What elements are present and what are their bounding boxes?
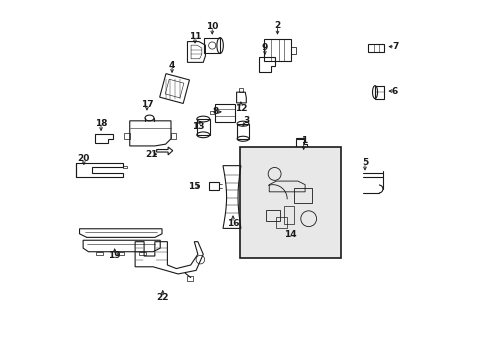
Bar (240, 147, 341, 258)
Text: 16: 16 (226, 219, 239, 228)
Text: 15: 15 (188, 181, 200, 190)
Text: 8: 8 (212, 107, 219, 116)
Text: 22: 22 (156, 293, 169, 302)
Text: 4: 4 (168, 61, 175, 70)
Text: 9: 9 (261, 43, 267, 52)
Text: 12: 12 (234, 104, 246, 113)
Text: 17: 17 (141, 100, 153, 109)
Text: 5: 5 (361, 158, 367, 167)
Text: 10: 10 (205, 22, 218, 31)
Text: 18: 18 (95, 119, 107, 128)
Text: 19: 19 (108, 251, 121, 260)
Text: 20: 20 (78, 154, 90, 163)
Text: 7: 7 (391, 42, 398, 51)
Text: 2: 2 (274, 21, 280, 30)
Text: 1: 1 (300, 136, 306, 145)
Text: 13: 13 (191, 122, 203, 131)
Text: 11: 11 (188, 32, 201, 41)
Text: 3: 3 (243, 116, 249, 125)
Text: 21: 21 (145, 150, 157, 159)
Text: 6: 6 (391, 86, 397, 95)
Text: 14: 14 (284, 230, 296, 239)
